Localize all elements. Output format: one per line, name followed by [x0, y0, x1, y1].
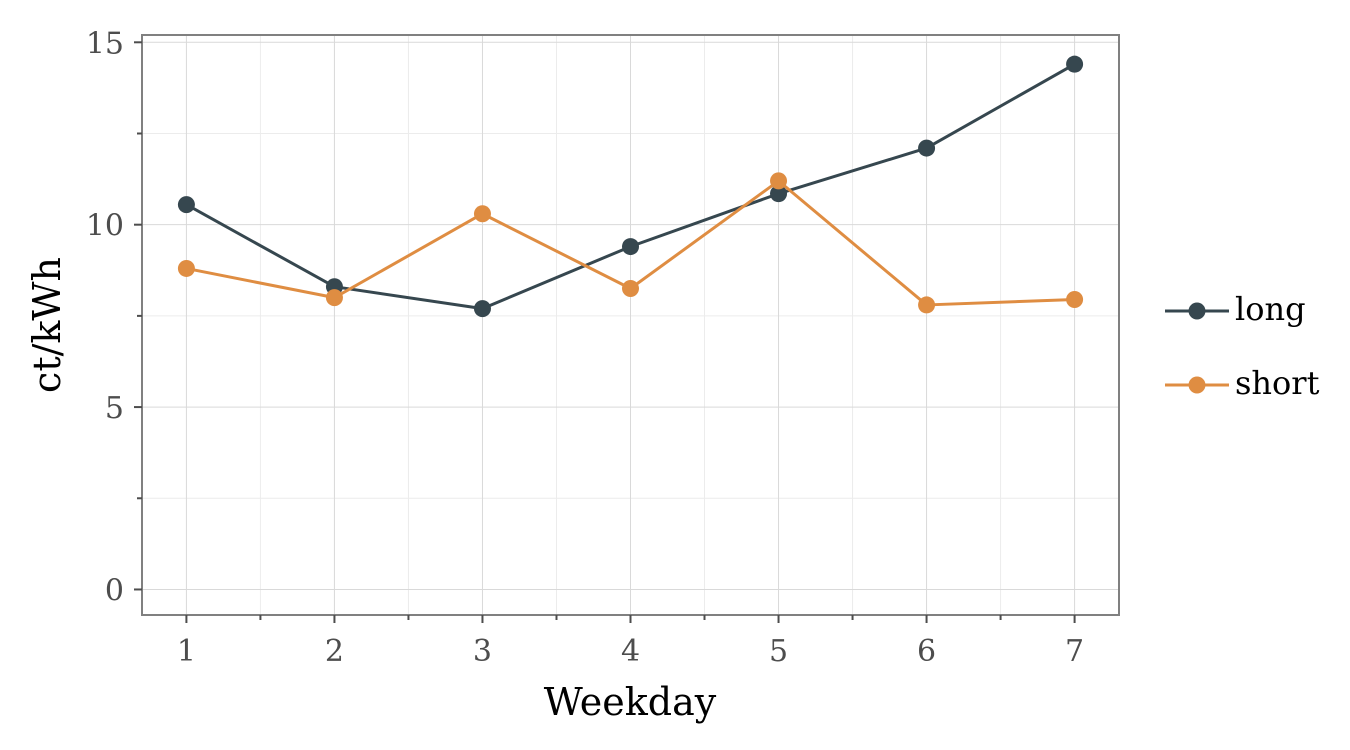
- data-point-long: [473, 300, 491, 318]
- x-tick-label: 2: [325, 634, 344, 669]
- x-tick-label: 6: [917, 634, 936, 669]
- data-point-long: [1066, 55, 1084, 73]
- data-point-long: [770, 185, 788, 203]
- data-point-long: [177, 196, 195, 214]
- grid: [142, 35, 1119, 615]
- legend-item-short: short: [1165, 364, 1320, 402]
- legend-label: short: [1235, 364, 1320, 402]
- series-long: [177, 55, 1084, 318]
- x-tick-label: 3: [473, 634, 492, 669]
- x-tick-label: 7: [1065, 634, 1084, 669]
- legend-item-long: long: [1165, 290, 1306, 328]
- y-tick-label: 10: [86, 209, 124, 244]
- series-short: [177, 172, 1084, 314]
- x-tick-label: 5: [769, 634, 788, 669]
- x-tick-label: 1: [177, 634, 196, 669]
- data-point-short: [918, 296, 936, 314]
- y-tick-label: 5: [105, 391, 124, 426]
- data-point-short: [325, 289, 343, 307]
- legend-key-point: [1188, 376, 1206, 394]
- legend-label: long: [1235, 290, 1306, 328]
- data-point-short: [473, 205, 491, 223]
- data-point-short: [770, 172, 788, 190]
- y-axis-title: ct/kWh: [25, 257, 69, 393]
- data-point-short: [622, 280, 639, 298]
- data-point-short: [177, 259, 195, 277]
- data-point-long: [622, 238, 639, 256]
- series-layer: [177, 55, 1084, 318]
- data-point-short: [1066, 290, 1084, 308]
- axes: 1 2 3 4 5 6 7 0 5 10 15: [86, 26, 1084, 669]
- legend-key-point: [1188, 302, 1206, 320]
- y-tick-label: 15: [86, 26, 124, 61]
- y-tick-label: 0: [105, 573, 124, 608]
- x-axis-title: Weekday: [544, 680, 717, 724]
- x-tick-label: 4: [621, 634, 640, 669]
- data-point-long: [918, 139, 936, 157]
- legend: long short: [1165, 290, 1320, 402]
